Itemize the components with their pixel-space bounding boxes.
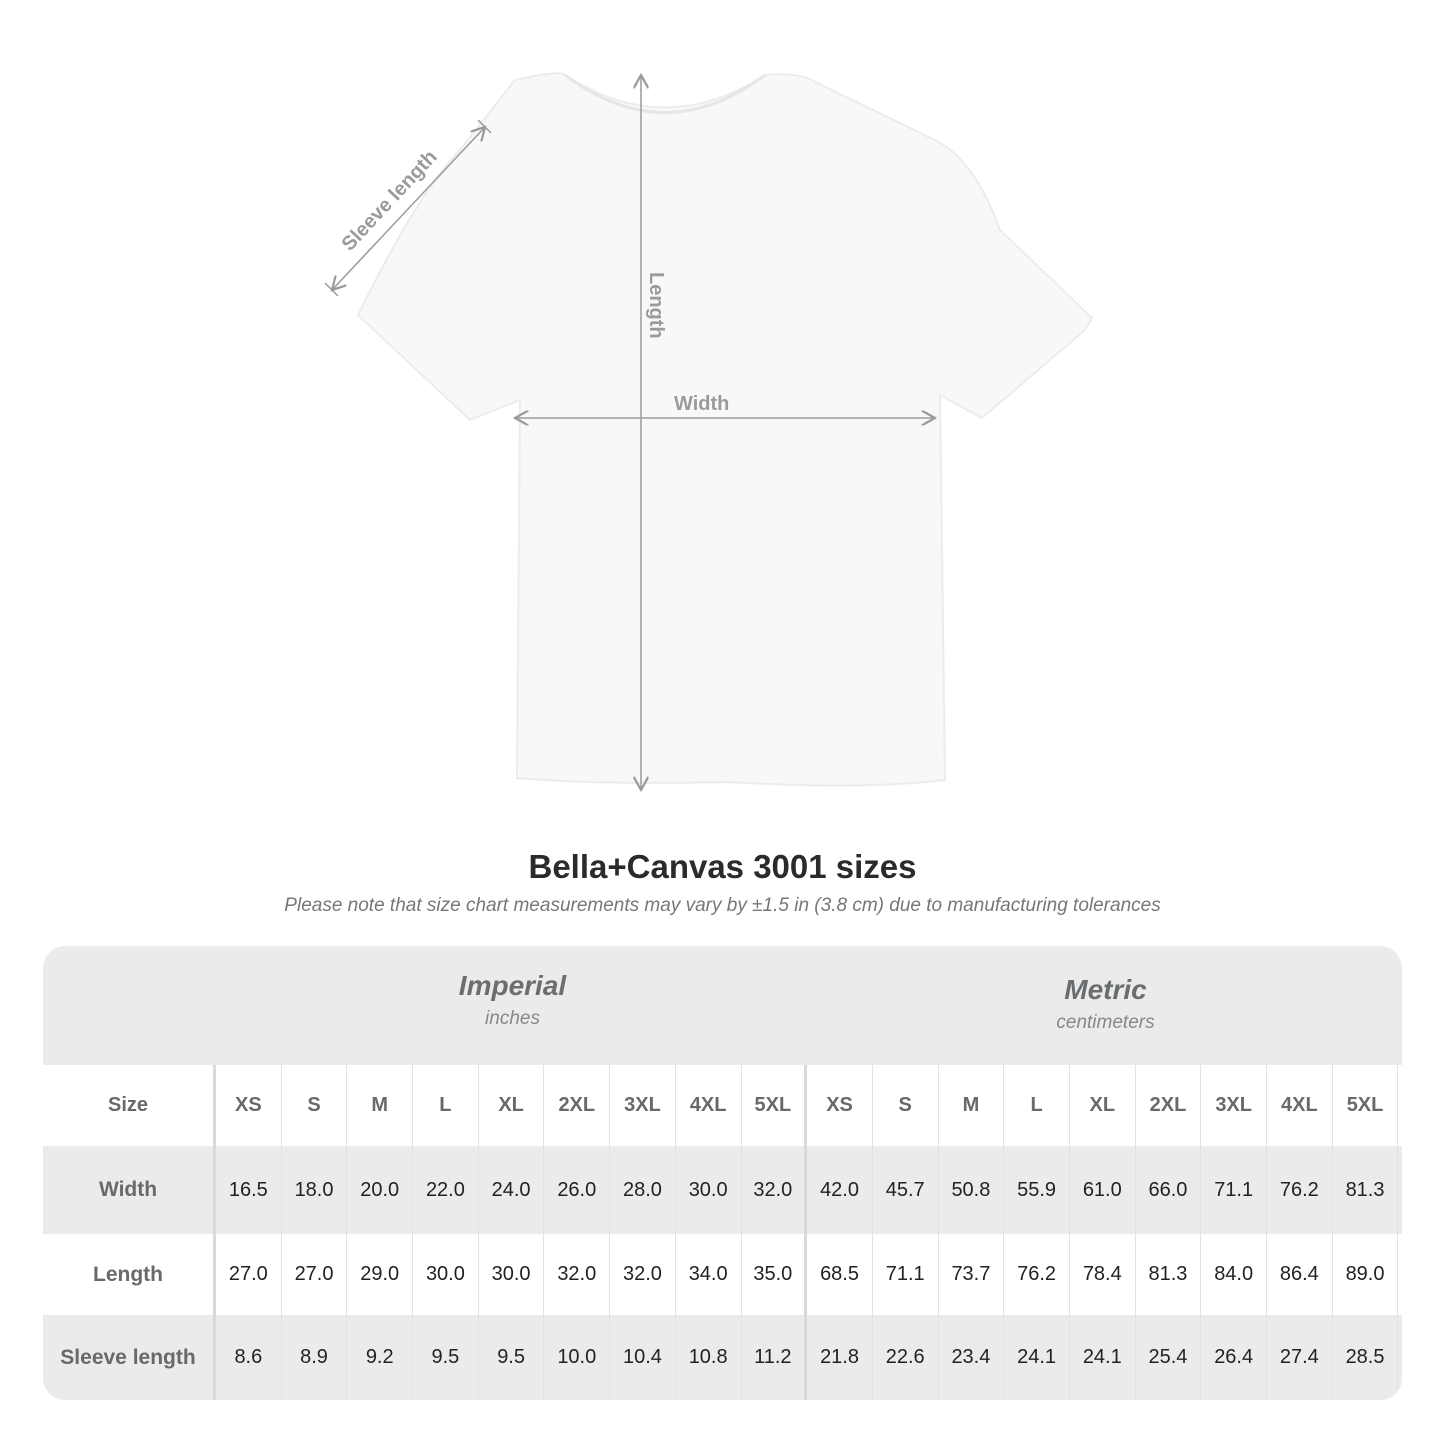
- imperial-value-cell: 32.0: [610, 1234, 676, 1315]
- table-row: Sleeve length 8.6 8.9 9.2 9.5 9.5 10.0 10.4 10.8…: [43, 1315, 1402, 1400]
- tshirt-diagram: Sleeve length Length Width: [324, 72, 1094, 820]
- metric-value-cell: 66.0: [1136, 1146, 1202, 1234]
- metric-value-cell: 81.3: [1333, 1146, 1399, 1234]
- metric-value-cell: 25.4: [1136, 1315, 1202, 1400]
- width-label: Width: [674, 393, 729, 415]
- metric-value-cell: 23.4: [939, 1315, 1005, 1400]
- metric-size-header: XS: [807, 1065, 873, 1146]
- size-table: Imperial inches Metric centimeters Size X…: [43, 946, 1402, 1400]
- metric-header: Metric centimeters: [809, 946, 1402, 1063]
- metric-value-cell: 84.0: [1201, 1234, 1267, 1315]
- imperial-value-cell: 27.0: [282, 1234, 348, 1315]
- metric-value-cell: 27.4: [1267, 1315, 1333, 1400]
- imperial-value-cell: 26.0: [544, 1146, 611, 1234]
- row-label: Sleeve length: [43, 1315, 216, 1400]
- metric-size-header: M: [939, 1065, 1005, 1146]
- length-label: Length: [645, 272, 667, 339]
- imperial-value-cell: 24.0: [479, 1146, 545, 1234]
- imperial-size-header: XL: [479, 1065, 545, 1146]
- table-row: Width 16.5 18.0 20.0 22.0 24.0 26.0 28.0 30.0 32.…: [43, 1146, 1402, 1234]
- imperial-title: Imperial: [458, 970, 567, 1001]
- imperial-value-cell: 34.0: [676, 1234, 742, 1315]
- imperial-value-cell: 9.5: [479, 1315, 545, 1400]
- metric-value-cell: 21.8: [807, 1315, 873, 1400]
- metric-value-cell: 76.2: [1004, 1234, 1070, 1315]
- sleeve-length-arrow: [332, 127, 485, 290]
- metric-size-header: 3XL: [1201, 1065, 1267, 1146]
- imperial-value-cell: 29.0: [347, 1234, 414, 1315]
- metric-title: Metric: [1064, 974, 1147, 1005]
- imperial-value-cell: 8.6: [216, 1315, 282, 1400]
- metric-value-cell: 86.4: [1267, 1234, 1333, 1315]
- metric-size-header: XL: [1070, 1065, 1136, 1146]
- metric-value-cell: 50.8: [939, 1146, 1005, 1234]
- metric-value-cell: 61.0: [1070, 1146, 1136, 1234]
- row-label: Width: [43, 1146, 216, 1234]
- imperial-value-cell: 11.2: [742, 1315, 808, 1400]
- metric-value-cell: 24.1: [1070, 1315, 1136, 1400]
- metric-value-cell: 45.7: [873, 1146, 939, 1234]
- metric-size-header: 4XL: [1267, 1065, 1333, 1146]
- imperial-value-cell: 28.0: [610, 1146, 676, 1234]
- imperial-value-cell: 27.0: [216, 1234, 282, 1315]
- page-title: Bella+Canvas 3001 sizes: [528, 848, 917, 885]
- imperial-value-cell: 35.0: [742, 1234, 808, 1315]
- imperial-value-cell: 10.0: [544, 1315, 611, 1400]
- row-label: Length: [43, 1234, 216, 1315]
- metric-value-cell: 68.5: [807, 1234, 873, 1315]
- imperial-size-header: M: [347, 1065, 414, 1146]
- metric-value-cell: 76.2: [1267, 1146, 1333, 1234]
- metric-value-cell: 42.0: [807, 1146, 873, 1234]
- imperial-value-cell: 32.0: [544, 1234, 611, 1315]
- imperial-size-header: S: [282, 1065, 348, 1146]
- imperial-size-header: XS: [216, 1065, 282, 1146]
- imperial-value-cell: 30.0: [413, 1234, 479, 1315]
- metric-unit: centimeters: [1056, 1012, 1155, 1033]
- imperial-value-cell: 30.0: [676, 1146, 742, 1234]
- imperial-value-cell: 18.0: [282, 1146, 348, 1234]
- imperial-value-cell: 16.5: [216, 1146, 282, 1234]
- imperial-unit: inches: [485, 1008, 540, 1029]
- metric-value-cell: 55.9: [1004, 1146, 1070, 1234]
- metric-value-cell: 89.0: [1333, 1234, 1399, 1315]
- metric-size-header: S: [873, 1065, 939, 1146]
- imperial-size-header: 2XL: [544, 1065, 611, 1146]
- size-header-row: Size XS S M L XL 2XL 3XL 4XL 5XL XS S M L XL 2XL 3XL 4XL 5…: [43, 1065, 1402, 1146]
- metric-value-cell: 26.4: [1201, 1315, 1267, 1400]
- imperial-value-cell: 9.2: [347, 1315, 414, 1400]
- metric-size-header: 5XL: [1333, 1065, 1399, 1146]
- metric-value-cell: 28.5: [1333, 1315, 1399, 1400]
- imperial-value-cell: 22.0: [413, 1146, 479, 1234]
- metric-value-cell: 71.1: [1201, 1146, 1267, 1234]
- imperial-size-header: 3XL: [610, 1065, 676, 1146]
- metric-value-cell: 24.1: [1004, 1315, 1070, 1400]
- metric-value-cell: 22.6: [873, 1315, 939, 1400]
- imperial-size-header: 4XL: [676, 1065, 742, 1146]
- imperial-value-cell: 9.5: [413, 1315, 479, 1400]
- imperial-value-cell: 10.4: [610, 1315, 676, 1400]
- metric-value-cell: 71.1: [873, 1234, 939, 1315]
- metric-size-header: L: [1004, 1065, 1070, 1146]
- imperial-value-cell: 20.0: [347, 1146, 414, 1234]
- page-subtitle: Please note that size chart measurements…: [284, 895, 1161, 916]
- metric-value-cell: 73.7: [939, 1234, 1005, 1315]
- imperial-value-cell: 8.9: [282, 1315, 348, 1400]
- tshirt-shape: [356, 72, 1094, 787]
- imperial-value-cell: 10.8: [676, 1315, 742, 1400]
- metric-value-cell: 81.3: [1136, 1234, 1202, 1315]
- imperial-value-cell: 32.0: [742, 1146, 808, 1234]
- imperial-size-header: L: [413, 1065, 479, 1146]
- metric-value-cell: 78.4: [1070, 1234, 1136, 1315]
- imperial-size-header: 5XL: [742, 1065, 808, 1146]
- metric-size-header: 2XL: [1136, 1065, 1202, 1146]
- table-row: Length 27.0 27.0 29.0 30.0 30.0 32.0 32.0 34.0 35…: [43, 1234, 1402, 1315]
- imperial-header: Imperial inches: [216, 946, 809, 1063]
- row-label: Size: [43, 1065, 216, 1146]
- imperial-value-cell: 30.0: [479, 1234, 545, 1315]
